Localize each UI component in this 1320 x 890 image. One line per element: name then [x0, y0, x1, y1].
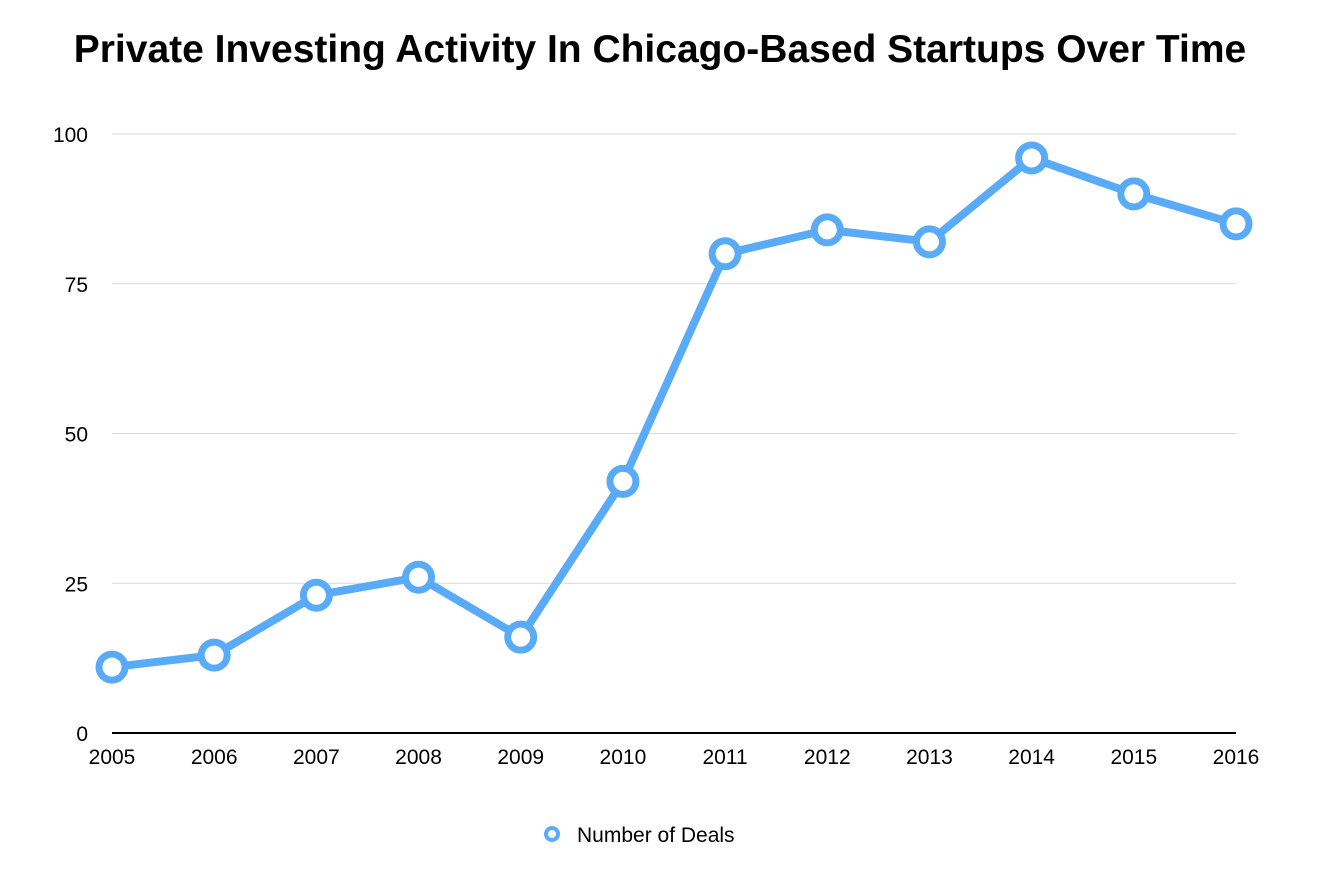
- x-tick-label: 2009: [497, 746, 544, 769]
- x-tick-label: 2008: [395, 746, 442, 769]
- data-point: [95, 650, 129, 684]
- data-point: [912, 225, 946, 259]
- x-tick-label: 2011: [703, 746, 748, 769]
- x-tick-label: 2005: [89, 746, 136, 769]
- data-point: [402, 560, 436, 594]
- data-point: [1219, 207, 1253, 241]
- data-point: [504, 620, 538, 654]
- x-tick-label: 2006: [191, 746, 238, 769]
- x-tick-label: 2013: [906, 746, 953, 769]
- y-tick-label: 0: [76, 723, 88, 746]
- y-tick-label: 50: [65, 424, 88, 447]
- legend: Number of Deals: [544, 824, 735, 847]
- x-tick-label: 2010: [600, 746, 647, 769]
- y-tick-label: 75: [65, 274, 88, 297]
- data-point: [1015, 141, 1049, 175]
- x-tick-label: 2012: [804, 746, 851, 769]
- y-tick-label: 25: [65, 573, 88, 596]
- legend-marker: [544, 826, 560, 842]
- gridlines: [112, 133, 1236, 584]
- legend-label: Number of Deals: [577, 824, 735, 847]
- data-point: [197, 638, 231, 672]
- series-group: [95, 141, 1253, 684]
- data-point: [1117, 177, 1151, 211]
- data-point: [810, 213, 844, 247]
- x-tick-label: 2007: [293, 746, 340, 769]
- x-tick-label: 2016: [1213, 746, 1260, 769]
- x-tick-label: 2014: [1008, 746, 1055, 769]
- y-axis-ticks: 0 25 50 75 100: [53, 124, 88, 746]
- data-point: [708, 237, 742, 271]
- y-tick-label: 100: [53, 124, 88, 147]
- x-tick-label: 2015: [1110, 746, 1157, 769]
- data-point: [299, 578, 333, 612]
- series-line: [108, 153, 1240, 672]
- data-point: [606, 464, 640, 498]
- chart-title: Private Investing Activity In Chicago-Ba…: [73, 28, 1247, 71]
- x-axis-ticks: 2005 2006 2007 2008 2009 2010 2011 2012 2013 2014…: [89, 746, 1260, 769]
